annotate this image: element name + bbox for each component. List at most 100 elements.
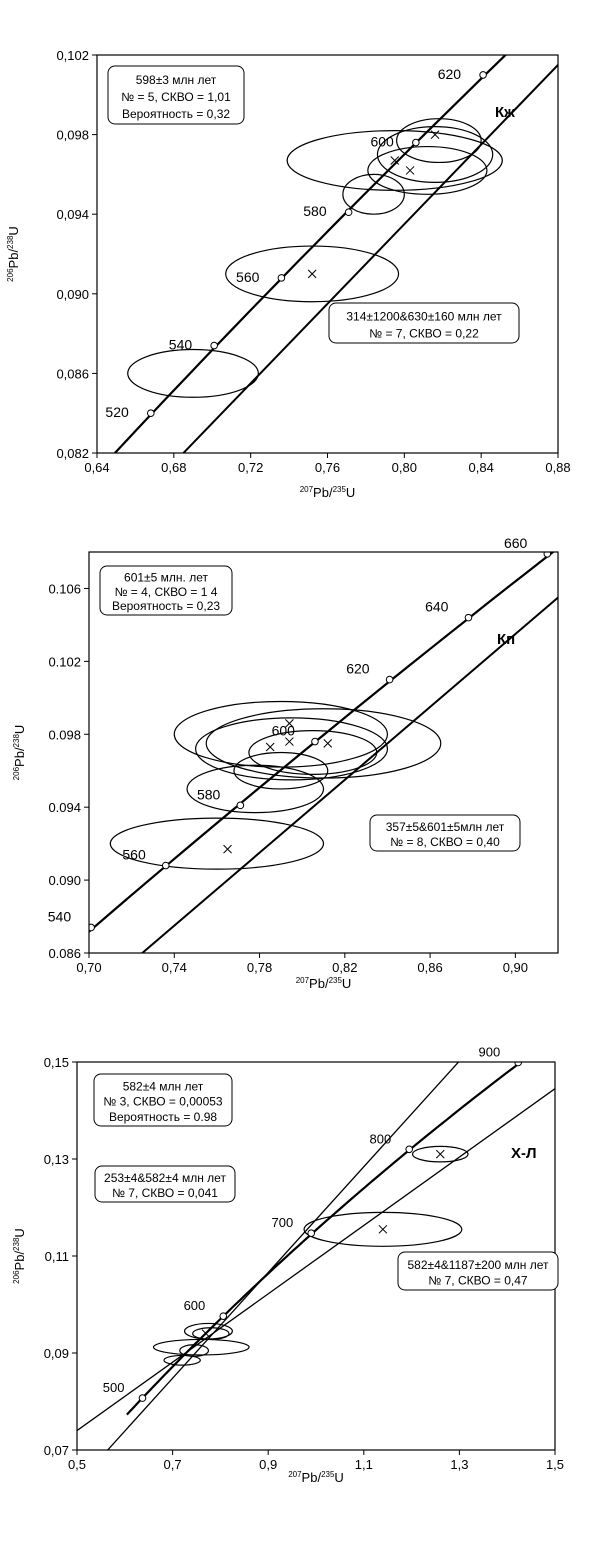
y-tick-label: 0.106 xyxy=(48,581,81,596)
error-ellipse xyxy=(179,1344,210,1357)
marker-stroke xyxy=(405,166,415,175)
error-ellipse xyxy=(303,1211,463,1247)
x-axis-label-part: U xyxy=(334,1470,343,1485)
concordia-age-marker xyxy=(479,71,487,79)
info-box-line: 314±1200&630±160 млн лет xyxy=(346,310,502,324)
error-ellipse xyxy=(152,1338,250,1356)
concordia-age-label: 900 xyxy=(478,1044,500,1059)
y-tick-label: 0,094 xyxy=(56,207,89,222)
panel-label: Кж xyxy=(495,104,515,121)
error-ellipse xyxy=(396,118,482,164)
y-axis-label: 206Pb/238U xyxy=(12,725,27,781)
x-axis-label-part: 207 xyxy=(300,485,314,494)
concordia-curve xyxy=(113,55,508,453)
concordia-age-label: 560 xyxy=(122,847,146,863)
x-tick-label: 0,68 xyxy=(161,460,186,475)
data-point-marker xyxy=(390,156,400,165)
x-tick-label: 0,76 xyxy=(315,460,340,475)
concordia-age-marker xyxy=(405,1145,414,1154)
y-tick-label: 0,102 xyxy=(56,48,89,63)
x-tick-label: 1,1 xyxy=(355,1457,373,1472)
y-tick-label: 0.090 xyxy=(48,873,81,888)
info-box-frame xyxy=(369,814,521,852)
info-box-frame xyxy=(107,65,245,125)
x-tick-label: 0,84 xyxy=(469,460,494,475)
error-ellipse xyxy=(186,764,325,814)
info-box: 314±1200&630±160 млн лет № = 7, СКВО = 0,… xyxy=(328,302,520,344)
x-axis-label-part: Pb/ xyxy=(309,976,329,991)
info-box-line: № 7, СКВО = 0,47 xyxy=(428,1274,528,1288)
error-ellipse xyxy=(173,700,389,768)
x-tick-label: 0,70 xyxy=(76,960,101,975)
x-axis-label-part: 235 xyxy=(321,1470,335,1479)
x-tick-label: 0,80 xyxy=(392,460,417,475)
data-point-marker xyxy=(201,1329,211,1338)
y-tick-label: 0,090 xyxy=(56,287,89,302)
y-axis-label-part: 238 xyxy=(12,734,21,748)
y-axis-label-part: Pb/ xyxy=(12,747,27,767)
y-tick-label: 0,098 xyxy=(56,128,89,143)
error-ellipse xyxy=(342,173,405,215)
concordia-age-label: 620 xyxy=(346,661,370,677)
concordia-age-marker xyxy=(543,552,552,558)
y-tick-label: 0.094 xyxy=(48,800,81,815)
info-box: 582±4 млн лет № 3, СКВО = 0,00053Вероятно… xyxy=(93,1073,233,1127)
marker-stroke xyxy=(201,1329,211,1338)
concordia-age-label: 540 xyxy=(169,337,193,353)
concordia-age-label: 540 xyxy=(48,908,72,924)
error-ellipse xyxy=(163,1354,201,1366)
y-axis-label: 206Pb/238U xyxy=(6,226,21,282)
concordia-age-marker xyxy=(464,613,473,622)
concordia-age-marker xyxy=(219,1312,228,1320)
concordia-age-marker xyxy=(236,801,245,810)
concordia-age-label: 620 xyxy=(438,66,462,82)
data-point-marker xyxy=(285,718,294,728)
plot-area xyxy=(113,55,558,453)
x-axis-label-part: U xyxy=(342,976,351,991)
marker-stroke xyxy=(378,1224,388,1234)
marker-stroke xyxy=(223,844,232,854)
info-box-line: 357±5&601±5млн лет xyxy=(386,820,505,834)
concordia-age-label: 580 xyxy=(197,786,221,802)
x-axis-label-part: Pb/ xyxy=(313,485,333,500)
y-tick-label: 0,07 xyxy=(44,1443,69,1458)
data-point-marker xyxy=(435,1149,445,1159)
x-axis-label-part: 207 xyxy=(296,976,310,985)
y-axis-label-part: U xyxy=(6,226,21,235)
x-tick-label: 1,3 xyxy=(450,1457,468,1472)
info-box-frame xyxy=(99,565,233,616)
panel-1: 520 540 560 580 600 620 0,64 0,68 0,72 0,76 0,80 0,… xyxy=(6,48,571,500)
info-box: 598±3 млн лет № = 5, СКВО = 1,01 Вероятнос… xyxy=(107,65,245,125)
concordia-age-marker xyxy=(412,138,420,147)
plot-area xyxy=(89,552,558,953)
x-axis-label-part: 235 xyxy=(333,485,347,494)
info-box-frame xyxy=(94,1165,236,1203)
marker-stroke xyxy=(390,156,400,165)
info-box-line: № = 7, СКВО = 0,22 xyxy=(369,326,479,340)
error-ellipse xyxy=(192,1327,230,1341)
y-tick-label: 0,13 xyxy=(44,1152,69,1167)
info-box-line: № 7, СКВО = 0,041 xyxy=(112,1186,218,1200)
y-tick-label: 0.086 xyxy=(48,946,81,961)
data-point-marker xyxy=(285,737,294,746)
y-tick-label: 0,11 xyxy=(45,1249,69,1264)
y-axis-label-part: 238 xyxy=(12,1237,21,1251)
data-point-marker xyxy=(430,130,440,139)
panel-2: 540 560 580 600 620 640 660 0,70 0,74 0,78 0,82 0,8… xyxy=(12,535,559,991)
concordia-curve xyxy=(89,552,555,934)
y-axis-label-part: 206 xyxy=(12,1270,21,1284)
concordia-age-marker xyxy=(344,208,353,217)
error-ellipse xyxy=(248,730,378,775)
error-ellipse xyxy=(127,348,259,398)
error-ellipse xyxy=(376,126,494,183)
y-tick-label: 0,086 xyxy=(56,366,89,381)
x-tick-label: 0,9 xyxy=(259,1457,277,1472)
concordia-age-label: 640 xyxy=(425,599,449,615)
plot-area xyxy=(77,1062,555,1450)
marker-stroke xyxy=(430,130,440,139)
info-box-line: 253±4&582±4 млн лет xyxy=(104,1171,226,1185)
y-axis-label-part: 206 xyxy=(6,268,15,282)
concordia-age-marker xyxy=(138,1394,147,1402)
x-tick-label: 0,64 xyxy=(84,460,109,475)
